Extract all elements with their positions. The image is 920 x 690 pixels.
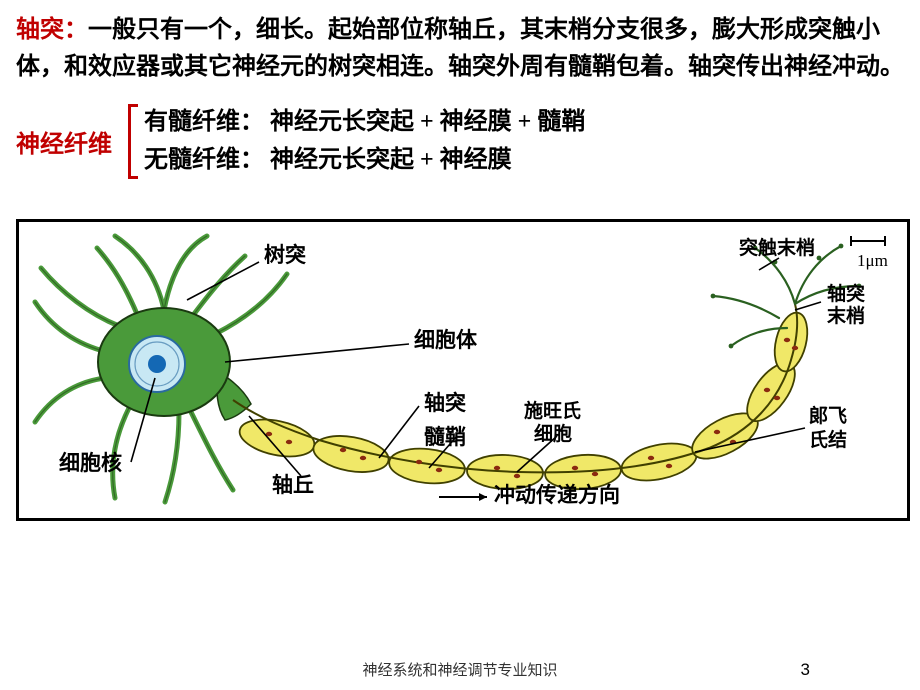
- svg-text:突触末梢: 突触末梢: [739, 236, 815, 259]
- nerve-fiber-label: 神经纤维: [16, 124, 112, 159]
- axon-description: 一般只有一个，细长。起始部位称轴丘，其末梢分支很多，膨大形成突触小体，和效应器或…: [16, 17, 904, 80]
- svg-text:细胞体: 细胞体: [414, 328, 478, 352]
- svg-text:轴突: 轴突: [827, 282, 865, 305]
- svg-text:髓鞘: 髓鞘: [424, 425, 466, 449]
- svg-text:细胞核: 细胞核: [59, 451, 122, 475]
- neuron-diagram: 树突细胞体轴突轴丘细胞核髓鞘施旺氏细胞郞飞氏结突触末梢轴突末梢冲动传递方向1μm: [16, 219, 910, 521]
- neuron-svg: 树突细胞体轴突轴丘细胞核髓鞘施旺氏细胞郞飞氏结突触末梢轴突末梢冲动传递方向1μm: [19, 222, 907, 518]
- svg-text:施旺氏: 施旺氏: [524, 399, 581, 422]
- nerve-fiber-block: 神经纤维 有髓纤维： 神经元长突起 + 神经膜 + 髓鞘 无髓纤维： 神经元长突…: [16, 104, 904, 178]
- svg-text:1μm: 1μm: [857, 251, 888, 270]
- footer-text: 神经系统和神经调节专业知识: [0, 659, 920, 680]
- slide: 轴突：一般只有一个，细长。起始部位称轴丘，其末梢分支很多，膨大形成突触小体，和效…: [0, 0, 920, 690]
- svg-text:氏结: 氏结: [809, 428, 847, 451]
- svg-text:细胞: 细胞: [534, 422, 572, 445]
- axon-paragraph: 轴突：一般只有一个，细长。起始部位称轴丘，其末梢分支很多，膨大形成突触小体，和效…: [16, 12, 904, 86]
- axon-term: 轴突：: [16, 17, 88, 43]
- unmyelinated-fiber-line: 无髓纤维： 神经元长突起 + 神经膜: [144, 142, 585, 179]
- svg-text:冲动传递方向: 冲动传递方向: [494, 483, 620, 507]
- page-number: 3: [801, 660, 810, 680]
- myelinated-fiber-line: 有髓纤维： 神经元长突起 + 神经膜 + 髓鞘: [144, 104, 585, 141]
- svg-text:末梢: 末梢: [827, 304, 865, 327]
- fiber-lines: 有髓纤维： 神经元长突起 + 神经膜 + 髓鞘 无髓纤维： 神经元长突起 + 神…: [144, 104, 585, 178]
- svg-text:树突: 树突: [264, 243, 306, 267]
- bracket-icon: [122, 104, 136, 178]
- bracket-wrap: 有髓纤维： 神经元长突起 + 神经膜 + 髓鞘 无髓纤维： 神经元长突起 + 神…: [122, 104, 585, 178]
- svg-text:郞飞: 郞飞: [809, 404, 847, 427]
- svg-text:轴丘: 轴丘: [272, 473, 314, 497]
- svg-text:轴突: 轴突: [424, 391, 466, 415]
